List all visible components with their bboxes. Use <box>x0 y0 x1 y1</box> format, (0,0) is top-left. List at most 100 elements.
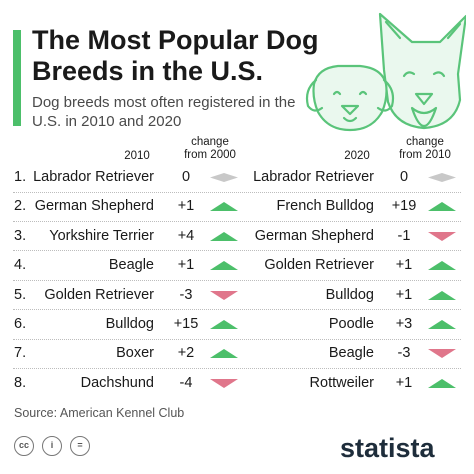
trend-up-icon-shape <box>428 378 456 388</box>
trend-up-icon-shape <box>428 202 456 212</box>
row-divider <box>13 279 461 281</box>
trend-down-icon <box>428 349 456 359</box>
change-from-2000: +4 <box>177 227 195 244</box>
change-from-2000: +1 <box>177 257 195 274</box>
source-note: Source: American Kennel Club <box>14 406 185 420</box>
trend-up-icon-shape <box>428 261 456 271</box>
license-icons: cc i = <box>14 436 94 458</box>
trend-2010 <box>206 223 242 249</box>
rank-number: 7. <box>14 345 27 362</box>
trend-up-icon <box>210 202 238 212</box>
change-from-2010: 0 <box>399 169 409 185</box>
trend-2010 <box>206 282 242 308</box>
row-divider <box>13 220 461 222</box>
change-from-2000: -4 <box>179 374 193 391</box>
breed-2020: Poodle <box>328 316 374 332</box>
trend-same-icon-shape <box>210 173 238 182</box>
table-row: 2. German Shepherd +1 French Bulldog +19 <box>0 193 474 219</box>
rank-number: 8. <box>14 374 27 391</box>
trend-up-icon-shape <box>210 349 238 359</box>
header-change-line2: from 2000 <box>184 149 236 161</box>
trend-down-icon-shape <box>210 290 238 300</box>
brand-background <box>320 428 474 474</box>
breed-2010: Dachshund <box>80 374 154 391</box>
rank-number: 5. <box>14 286 27 303</box>
row-divider <box>13 309 461 311</box>
trend-2010 <box>206 164 242 190</box>
header-change-from-2010: change from 2010 <box>384 136 466 162</box>
trend-down-icon <box>428 231 456 241</box>
header-year-2010: 2010 <box>124 150 150 162</box>
trend-up-icon-shape <box>210 231 238 241</box>
header-change-line1: change <box>406 136 444 148</box>
rank-number: 1. <box>14 169 27 185</box>
change-from-2000: +2 <box>177 345 195 362</box>
trend-2020 <box>424 282 460 308</box>
rank-number: 2. <box>14 198 27 215</box>
trend-2020 <box>424 252 460 278</box>
trend-down-icon-shape <box>428 349 456 359</box>
trend-up-icon <box>428 290 456 300</box>
row-divider <box>13 338 461 340</box>
trend-2010 <box>206 252 242 278</box>
table-row: 6. Bulldog +15 Poodle +3 <box>0 311 474 337</box>
change-from-2010: +3 <box>395 316 413 332</box>
breed-2020: Labrador Retriever <box>253 169 374 185</box>
trend-2010 <box>206 193 242 219</box>
trend-up-icon <box>210 349 238 359</box>
table-row: 7. Boxer +2 Beagle -3 <box>0 340 474 366</box>
breed-2010: Boxer <box>116 345 154 362</box>
trend-up-icon <box>428 378 456 388</box>
trend-2010 <box>206 340 242 366</box>
labrador-icon <box>305 64 395 132</box>
trend-2010 <box>206 370 242 396</box>
title-accent-bar <box>13 30 21 126</box>
breed-2020: German Shepherd <box>254 227 374 244</box>
change-from-2010: +1 <box>395 286 413 303</box>
trend-up-icon <box>428 261 456 271</box>
breed-2010: Golden Retriever <box>44 286 154 303</box>
rank-number: 3. <box>14 227 27 244</box>
change-from-2010: +19 <box>391 198 417 215</box>
row-divider <box>13 367 461 369</box>
trend-2020 <box>424 164 460 190</box>
table-row: 1. Labrador Retriever 0 Labrador Retriever 0 <box>0 164 474 190</box>
table-row: 8. Dachshund -4 Rottweiler +1 <box>0 370 474 396</box>
trend-2020 <box>424 193 460 219</box>
trend-up-icon-shape <box>210 320 238 329</box>
german-shepherd-icon <box>378 12 466 130</box>
breed-2010: Labrador Retriever <box>33 169 154 185</box>
trend-down-icon <box>210 378 238 388</box>
statista-logo[interactable]: statista <box>340 433 435 463</box>
breed-2010: German Shepherd <box>34 198 154 215</box>
breed-2020: Golden Retriever <box>264 257 374 274</box>
trend-down-icon-shape <box>428 231 456 241</box>
breed-2010: Yorkshire Terrier <box>49 227 154 244</box>
change-from-2000: +15 <box>173 316 199 332</box>
breed-2010: Bulldog <box>105 316 154 332</box>
breed-2010: Beagle <box>108 257 154 274</box>
change-from-2000: -3 <box>179 286 193 303</box>
trend-up-icon-shape <box>428 290 456 300</box>
change-from-2000: +1 <box>177 198 195 215</box>
header-year-2020: 2020 <box>344 150 370 162</box>
trend-down-icon <box>210 290 238 300</box>
cc-icon: cc <box>14 436 34 456</box>
change-from-2010: -3 <box>397 345 411 362</box>
rank-number: 6. <box>14 316 27 332</box>
trend-up-icon <box>428 202 456 212</box>
chart-title: The Most Popular Dog Breeds in the U.S. <box>32 25 319 86</box>
header-change-line2: from 2010 <box>399 149 451 161</box>
rank-number: 4. <box>14 257 27 274</box>
trend-up-icon <box>210 231 238 241</box>
breed-2020: Beagle <box>328 345 374 362</box>
trend-down-icon-shape <box>210 378 238 388</box>
trend-2020 <box>424 370 460 396</box>
trend-up-icon-shape <box>428 320 456 329</box>
no-derivatives-icon: = <box>70 436 90 456</box>
trend-2010 <box>206 311 242 337</box>
trend-same-icon <box>428 173 456 182</box>
change-from-2010: +1 <box>395 374 413 391</box>
trend-up-icon <box>210 261 238 271</box>
trend-2020 <box>424 340 460 366</box>
